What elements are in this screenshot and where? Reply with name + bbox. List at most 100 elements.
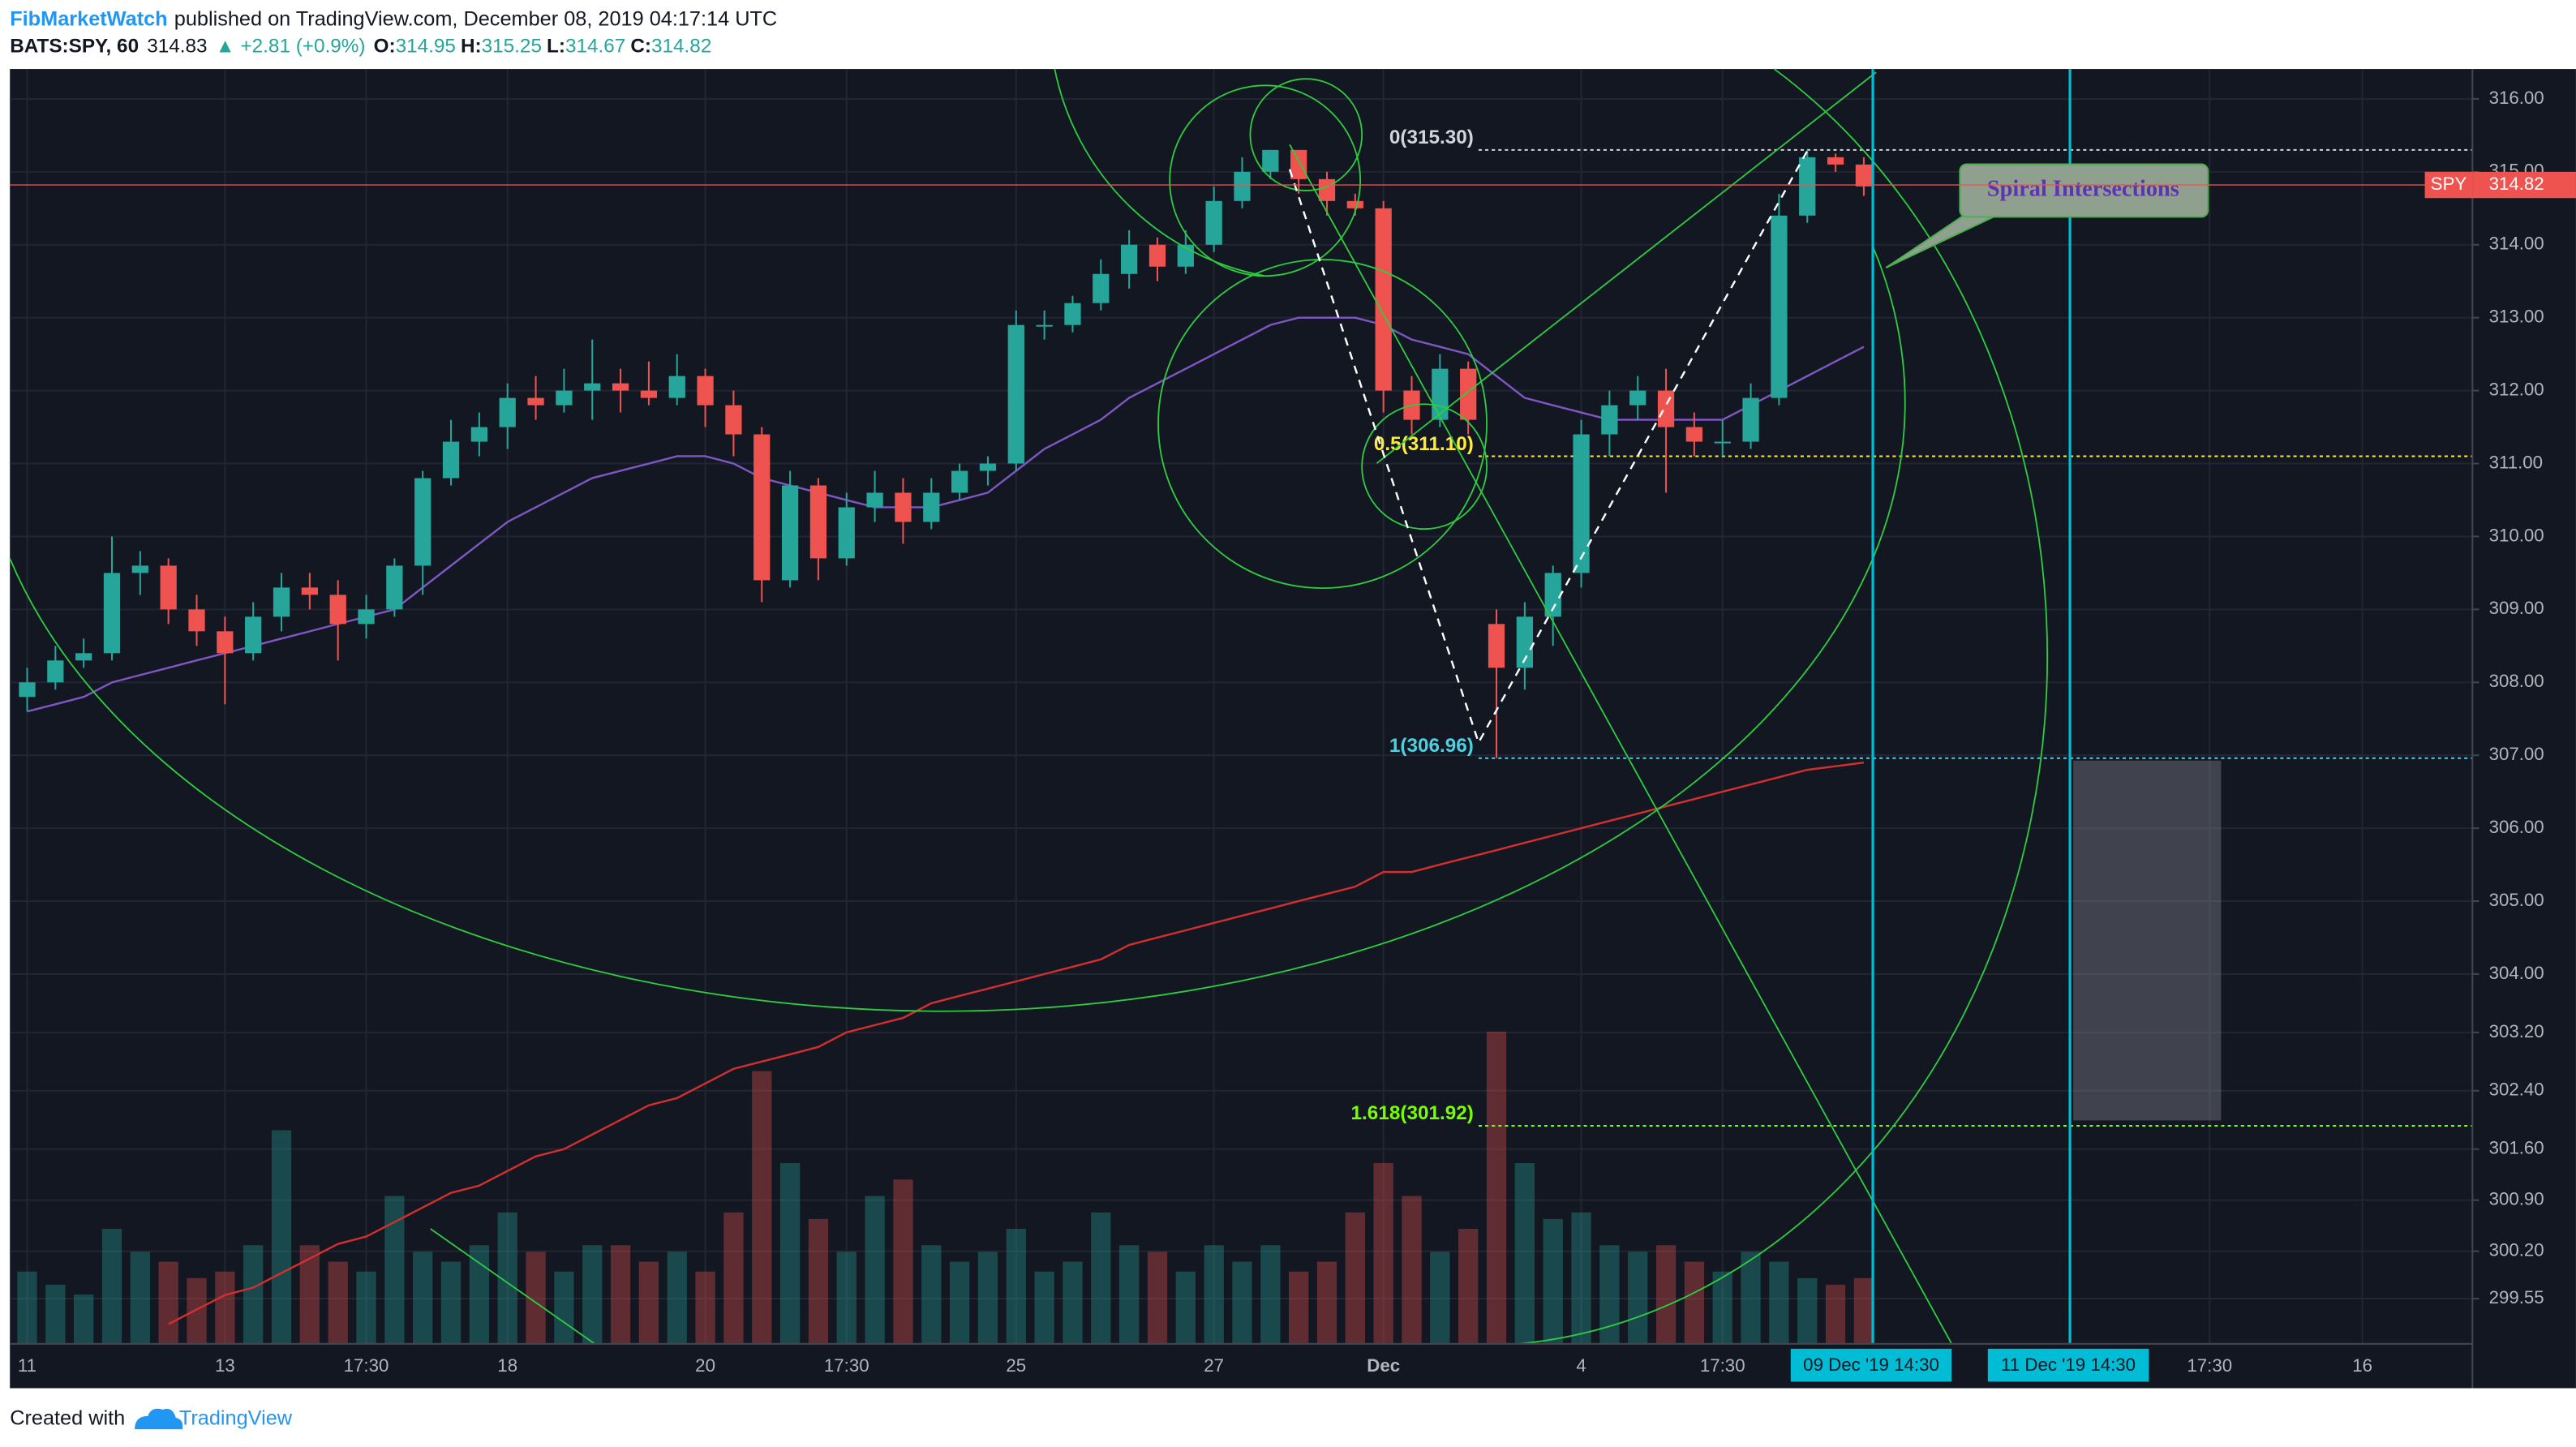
- x-tick-label: 25: [1006, 1355, 1026, 1376]
- volume-layer: [17, 1031, 1874, 1344]
- x-tick-label: 17:30: [2187, 1355, 2232, 1376]
- candle-body: [47, 660, 64, 683]
- candle-body: [1573, 434, 1590, 573]
- volume-bar: [1825, 1284, 1846, 1344]
- volume-bar: [1486, 1031, 1507, 1344]
- author[interactable]: FibMarketWatch: [10, 7, 167, 30]
- volume-bar: [1628, 1252, 1648, 1344]
- volume-bar: [1741, 1252, 1761, 1344]
- candle-body: [1657, 390, 1675, 427]
- volume-bar: [893, 1179, 913, 1344]
- h-label: H:: [461, 36, 482, 58]
- x-tick-label: 17:30: [824, 1355, 869, 1376]
- callout-text: Spiral Intersections: [1987, 176, 2179, 201]
- candle-body: [470, 427, 488, 442]
- x-tick-label: 4: [1576, 1355, 1586, 1376]
- volume-bar: [1853, 1277, 1874, 1344]
- volume-bar: [1514, 1163, 1535, 1344]
- candle-body: [951, 470, 968, 493]
- candle-body: [1375, 208, 1392, 391]
- volume-bar: [101, 1229, 122, 1344]
- logo-cloud: [135, 1408, 183, 1430]
- y-tick-label: 301.60: [2489, 1138, 2544, 1158]
- spiral-circle: [1249, 78, 1363, 191]
- volume-bar: [1655, 1245, 1677, 1344]
- volume-bar: [328, 1261, 348, 1344]
- footer-logo: [135, 1408, 183, 1430]
- h-value: 315.25: [482, 36, 542, 58]
- y-tick-label: 316.00: [2489, 88, 2544, 108]
- candle-body: [1205, 200, 1222, 245]
- candle-body: [329, 595, 346, 625]
- candle-body: [1855, 164, 1873, 187]
- volume-bar: [17, 1271, 37, 1344]
- candle-body: [103, 573, 121, 654]
- volume-bar: [271, 1130, 292, 1344]
- cursor-label: 09 Dec '19 14:30: [1803, 1355, 1939, 1375]
- candle-body: [301, 587, 318, 595]
- candle-body: [1460, 368, 1477, 420]
- symbol: BATS:SPY, 60: [10, 36, 139, 58]
- range-box: [2073, 760, 2222, 1121]
- candle-body: [1148, 244, 1166, 267]
- x-tick-label: Dec: [1367, 1355, 1400, 1376]
- price-tag-box: [2472, 171, 2576, 199]
- volume-bar: [1543, 1218, 1563, 1344]
- candle-body: [753, 434, 771, 581]
- x-tick-label: 13: [215, 1355, 235, 1376]
- candle-body: [245, 616, 262, 654]
- volume-bar: [158, 1261, 178, 1344]
- x-tick-label: 17:30: [344, 1355, 389, 1376]
- candle-body: [1064, 303, 1081, 325]
- o-label: O:: [374, 36, 396, 58]
- volume-bar: [1147, 1252, 1168, 1344]
- x-tick-label: 20: [695, 1355, 715, 1376]
- volume-bar: [865, 1196, 885, 1344]
- volume-bar: [667, 1252, 687, 1344]
- header-line-1: FibMarketWatch published on TradingView.c…: [10, 7, 777, 30]
- volume-bar: [215, 1271, 235, 1344]
- candle-body: [160, 565, 177, 610]
- x-tick-label: 11: [18, 1355, 36, 1376]
- volume-bar: [1797, 1277, 1818, 1344]
- fib-label: 1(306.96): [1389, 735, 1474, 757]
- candle-body: [556, 390, 573, 406]
- candle-body: [1432, 368, 1449, 420]
- volume-bar: [977, 1252, 998, 1344]
- candle-body: [923, 492, 940, 522]
- x-tick-label: 27: [1204, 1355, 1224, 1376]
- candle-body: [1262, 149, 1279, 172]
- volume-bar: [1063, 1261, 1083, 1344]
- candle-body: [1036, 324, 1053, 327]
- candle-body: [1093, 273, 1110, 303]
- candle-body: [527, 397, 544, 406]
- volume-bar: [638, 1261, 659, 1344]
- y-tick-label: 303.20: [2489, 1021, 2544, 1041]
- footer-brand[interactable]: TradingView: [179, 1407, 293, 1430]
- axes: 316.00315.00314.00313.00312.00311.00310.…: [10, 88, 2576, 1382]
- candle-body: [640, 390, 658, 398]
- y-tick-label: 309.00: [2489, 598, 2544, 618]
- volume-bar: [1373, 1163, 1393, 1344]
- moving-average: [168, 761, 1865, 1325]
- candle-body: [1488, 624, 1505, 668]
- y-tick-label: 306.00: [2489, 817, 2544, 837]
- volume-bar: [1430, 1252, 1450, 1344]
- y-tick-label: 304.00: [2489, 963, 2544, 983]
- y-tick-label: 310.00: [2489, 525, 2544, 545]
- chart-background: [10, 69, 2576, 1389]
- volume-bar: [130, 1252, 150, 1344]
- y-tick-label: 307.00: [2489, 744, 2544, 764]
- volume-bar: [469, 1245, 490, 1344]
- volume-bar: [187, 1277, 207, 1344]
- candle-body: [725, 405, 742, 435]
- candle-body: [1601, 405, 1618, 435]
- candle-body: [1516, 616, 1533, 668]
- spiral-line: [1289, 144, 1953, 1345]
- candle-body: [1346, 200, 1363, 208]
- y-tick-label: 313.00: [2489, 307, 2544, 327]
- candle-body: [1234, 171, 1251, 201]
- volume-bar: [1006, 1229, 1026, 1344]
- y-tick-label: 300.90: [2489, 1189, 2544, 1209]
- volume-bar: [1402, 1196, 1422, 1344]
